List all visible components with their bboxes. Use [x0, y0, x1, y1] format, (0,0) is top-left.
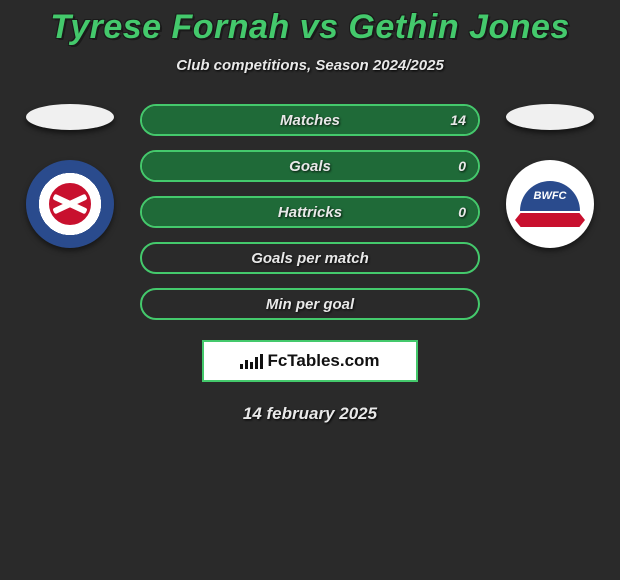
stat-label: Matches: [280, 112, 340, 129]
stat-row-hattricks: Hattricks 0: [140, 196, 480, 228]
brand-box: FcTables.com: [202, 340, 418, 382]
stat-row-goals-per-match: Goals per match: [140, 242, 480, 274]
left-column: [20, 104, 120, 248]
comparison-card: Tyrese Fornah vs Gethin Jones Club compe…: [0, 0, 620, 424]
chart-bars-icon: [240, 353, 263, 369]
stat-label: Min per goal: [266, 296, 354, 313]
right-club-badge: BWFC: [506, 160, 594, 248]
right-column: BWFC: [500, 104, 600, 248]
right-player-placeholder: [506, 104, 594, 130]
stat-label: Goals per match: [251, 250, 369, 267]
stat-value-right: 0: [458, 158, 466, 174]
stat-value-right: 0: [458, 204, 466, 220]
left-club-badge: [26, 160, 114, 248]
stat-row-min-per-goal: Min per goal: [140, 288, 480, 320]
reading-crest-icon: [46, 180, 94, 228]
stat-label: Goals: [289, 158, 331, 175]
stat-row-matches: Matches 14: [140, 104, 480, 136]
date-text: 14 february 2025: [243, 404, 377, 424]
subtitle: Club competitions, Season 2024/2025: [176, 57, 444, 74]
main-row: Matches 14 Goals 0 Hattricks 0: [0, 104, 620, 320]
bolton-ribbon-icon: [515, 213, 585, 227]
stat-row-goals: Goals 0: [140, 150, 480, 182]
stat-label: Hattricks: [278, 204, 342, 221]
page-title: Tyrese Fornah vs Gethin Jones: [50, 8, 570, 47]
stat-value-right: 14: [450, 112, 466, 128]
bolton-crest-icon: BWFC: [520, 181, 580, 211]
left-player-placeholder: [26, 104, 114, 130]
brand-text: FcTables.com: [267, 351, 379, 371]
stat-fill-right: [310, 152, 478, 180]
stats-column: Matches 14 Goals 0 Hattricks 0: [140, 104, 480, 320]
stat-fill-left: [142, 152, 310, 180]
